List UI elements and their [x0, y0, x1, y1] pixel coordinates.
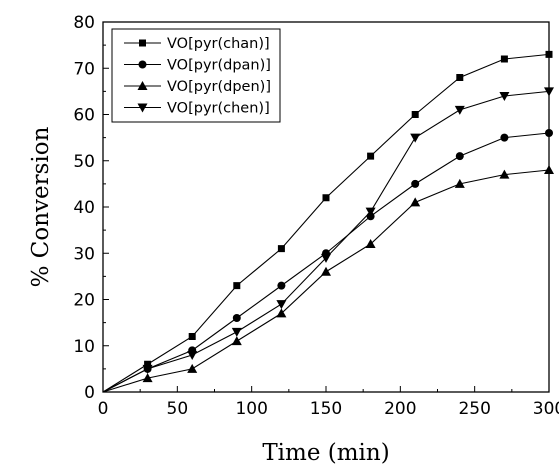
data-point [499, 169, 510, 179]
legend-marker [138, 60, 147, 69]
data-point [276, 308, 287, 318]
data-point [231, 336, 242, 346]
data-point [277, 281, 286, 290]
data-point [365, 239, 376, 248]
data-point [410, 133, 421, 143]
legend-label: VO[pyr(dpen)] [167, 79, 271, 95]
y-tick-label: 0 [84, 383, 95, 403]
y-tick-label: 40 [73, 198, 95, 218]
data-point [144, 360, 152, 368]
data-point [142, 373, 153, 383]
data-point [187, 351, 198, 360]
x-tick-label: 100 [235, 399, 267, 419]
data-point [142, 364, 153, 374]
data-point [321, 253, 331, 263]
y-tick-label: 60 [73, 106, 95, 126]
x-tick-label: 150 [310, 399, 342, 419]
data-point [456, 74, 464, 81]
y-axis-title: % Conversion [28, 126, 54, 287]
data-point [321, 266, 331, 276]
data-point [500, 133, 509, 142]
x-tick-label: 300 [533, 399, 559, 419]
y-tick-label: 50 [73, 152, 95, 172]
series-line-2 [102, 169, 550, 393]
y-tick-label: 20 [73, 291, 95, 311]
axis-ticks: 0 50 100 150 200 250 300 0 10 20 30 40 50 60 70 80 [73, 13, 559, 419]
data-point [277, 245, 285, 253]
data-point [365, 207, 376, 217]
data-point [231, 327, 242, 337]
data-point [411, 179, 420, 188]
data-point [367, 152, 375, 160]
data-point [410, 197, 421, 207]
series-line-3 [102, 90, 550, 393]
data-point [188, 333, 196, 340]
legend-marker [137, 103, 148, 113]
data-point [545, 50, 553, 58]
y-tick-label: 30 [73, 244, 95, 264]
data-point [455, 152, 464, 161]
x-tick-label: 50 [167, 399, 189, 419]
legend-label: VO[pyr(chan)] [167, 36, 270, 52]
legend-label: VO[pyr(chen)] [167, 101, 270, 117]
legend-label: VO[pyr(dpan)] [167, 58, 271, 74]
data-point [545, 129, 553, 137]
data-point [454, 178, 465, 188]
legend-marker [137, 81, 148, 90]
x-tick-label: 200 [384, 399, 416, 419]
x-tick-label: 250 [458, 399, 490, 419]
data-point [187, 363, 198, 373]
y-tick-label: 70 [73, 59, 95, 79]
x-axis-title: Time (min) [262, 440, 389, 466]
x-tick-label: 0 [98, 399, 109, 419]
data-point [544, 87, 554, 97]
data-point [411, 111, 419, 118]
data-point [276, 300, 287, 310]
y-tick-label: 10 [73, 337, 95, 357]
data-point [500, 55, 508, 63]
data-point [499, 92, 510, 101]
series-markers [142, 50, 554, 383]
data-point [322, 194, 330, 202]
legend: VO[pyr(chan)] VO[pyr(dpan)] VO[pyr(dpen)] V… [124, 36, 271, 117]
data-point [454, 105, 465, 115]
data-point [544, 165, 554, 174]
y-tick-label: 80 [73, 13, 95, 33]
data-point [233, 282, 241, 290]
legend-marker [139, 39, 146, 47]
data-point [232, 314, 241, 322]
